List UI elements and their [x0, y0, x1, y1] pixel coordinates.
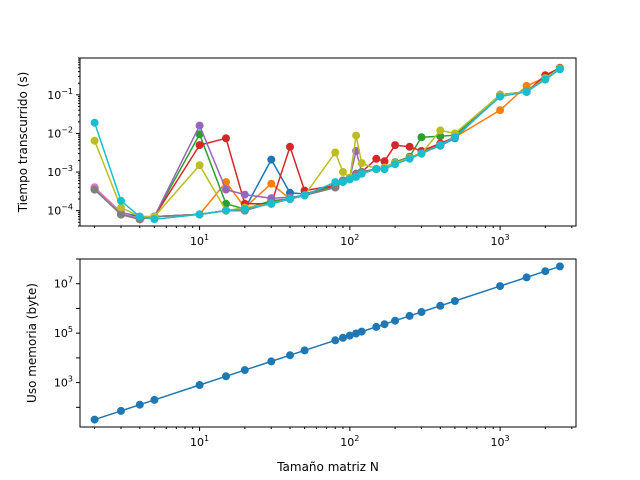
memory-usage-series-1-point [300, 346, 309, 355]
memory-usage-series-1-point [417, 308, 426, 316]
matrix-size-x-axis-label: Tamaño matriz N [276, 460, 379, 474]
elapsed-time-series-10-point [150, 215, 159, 224]
elapsed-time-series-9-point [352, 131, 361, 140]
elapsed-time-series-10-point [135, 212, 144, 221]
elapsed-time-series-5-point [240, 190, 249, 199]
elapsed-time-series-9-point [117, 203, 125, 212]
elapsed-time-series-10-point [555, 65, 564, 74]
elapsed-time-x-tick-label: 102 [340, 233, 359, 248]
memory-usage-y-axis-label: Uso memoria (byte) [25, 283, 39, 403]
memory-usage-y-tick-label: 103 [54, 375, 73, 390]
elapsed-time-series-10-point [450, 133, 459, 142]
memory-usage-series-1-point [331, 336, 340, 345]
memory-usage-series-1-point [380, 320, 389, 329]
elapsed-time-y-tick-label: 10−1 [47, 87, 73, 102]
elapsed-time-series-3-point [436, 132, 445, 141]
elapsed-time-series-4-point [372, 154, 381, 163]
memory-usage-series-1-point [372, 322, 381, 331]
elapsed-time-series-10-point [522, 87, 531, 96]
elapsed-time-series-9-point [90, 136, 99, 145]
memory-usage-x-tick-label: 103 [491, 434, 510, 449]
memory-usage-series-1-point [150, 395, 159, 404]
memory-usage-series-1-point [450, 297, 459, 305]
elapsed-time-series-10-point [195, 210, 204, 219]
elapsed-time-series-9-point [436, 126, 445, 135]
elapsed-time-series-9-point [195, 161, 204, 170]
elapsed-time-series-8-point [117, 210, 125, 219]
elapsed-time-series-10-point [496, 92, 505, 101]
elapsed-time-series-10-point [436, 141, 445, 150]
memory-usage-series-1-point [240, 366, 249, 375]
memory-usage-series-1-point [436, 301, 445, 310]
elapsed-time-series-10-point [331, 178, 340, 187]
memory-usage-series-1-point [117, 406, 125, 415]
memory-usage-series-1-point [391, 316, 400, 325]
memory-usage-y-tick-label: 105 [54, 325, 73, 340]
memory-usage-series-1-point [286, 351, 294, 360]
elapsed-time-x-tick-label: 101 [190, 233, 209, 248]
elapsed-time-series-9-point [357, 159, 366, 168]
elapsed-time-series-1-point [267, 155, 276, 164]
elapsed-time-series-10-point [240, 205, 249, 213]
memory-usage-series-1-point [267, 357, 276, 366]
elapsed-time-series-10-point [380, 165, 389, 173]
elapsed-time-series-10-point [90, 118, 99, 127]
elapsed-time-series-5-point [195, 121, 204, 130]
elapsed-time-x-tick-label: 103 [491, 233, 510, 248]
memory-usage-series-1-point [135, 400, 144, 409]
elapsed-time-series-10-point [345, 175, 354, 184]
memory-usage-series-1-point [195, 381, 204, 389]
memory-usage-series-1-point [222, 372, 230, 381]
memory-usage-series-1-point [405, 311, 414, 320]
memory-usage-series-1-point [522, 273, 531, 282]
elapsed-time-series-3-point [417, 133, 426, 142]
memory-usage-x-tick-label: 102 [340, 434, 359, 449]
elapsed-time-series-10-point [405, 154, 414, 163]
elapsed-time-series-10-point [339, 178, 347, 187]
elapsed-time-series-4-point [222, 134, 230, 143]
elapsed-time-series-4-point [286, 142, 294, 151]
elapsed-time-series-10-point [391, 160, 400, 169]
elapsed-time-series-2-point [267, 179, 276, 188]
elapsed-time-y-tick-label: 10−2 [47, 125, 73, 140]
elapsed-time-series-10-point [267, 199, 276, 208]
memory-usage-panel: 101 102 103 103 105 107 Uso memoria (byte) Ta… [25, 258, 577, 474]
elapsed-time-series-2-point [496, 106, 505, 115]
elapsed-time-series-4-point [405, 142, 414, 151]
elapsed-time-series-10-point [357, 169, 366, 178]
elapsed-time-series-4-point [391, 141, 400, 150]
elapsed-time-series-8-point [90, 185, 99, 194]
memory-usage-series-1-point [339, 333, 347, 342]
elapsed-time-series-10-point [372, 165, 381, 173]
elapsed-time-y-tick-label: 10−4 [47, 203, 73, 218]
elapsed-time-series-9-point [339, 168, 347, 176]
memory-usage-series-1-point [555, 262, 564, 271]
memory-usage-series-1-point [541, 267, 550, 276]
elapsed-time-series-10-point [541, 75, 550, 84]
elapsed-time-series-10-point [300, 191, 309, 200]
memory-usage-plot-frame [79, 258, 577, 428]
memory-usage-y-tick-label: 107 [54, 276, 73, 291]
elapsed-time-series-4-point [195, 141, 204, 150]
elapsed-time-y-axis-label: Tiempo transcurrido (s) [16, 72, 30, 214]
elapsed-time-y-tick-label: 10−3 [47, 164, 73, 179]
elapsed-time-series-9-point [331, 148, 340, 157]
memory-usage-series-1-point [496, 282, 505, 291]
memory-usage-series-1-point [357, 327, 366, 336]
memory-usage-series-1-point [345, 331, 354, 340]
memory-usage-x-tick-label: 101 [190, 434, 209, 449]
elapsed-time-series-10-point [117, 196, 125, 205]
elapsed-time-series-10-point [222, 206, 230, 215]
memory-usage-series-1-point [90, 415, 99, 424]
elapsed-time-series-10-point [286, 195, 294, 203]
elapsed-time-series-4-point [380, 157, 389, 166]
elapsed-time-series-10-point [417, 149, 426, 158]
elapsed-time-series-5-point [222, 185, 230, 194]
elapsed-time-series-2-point [522, 81, 531, 90]
elapsed-time-panel: 101 102 103 10−4 10−3 10−2 10−1 Tiempo transcu… [16, 57, 577, 248]
